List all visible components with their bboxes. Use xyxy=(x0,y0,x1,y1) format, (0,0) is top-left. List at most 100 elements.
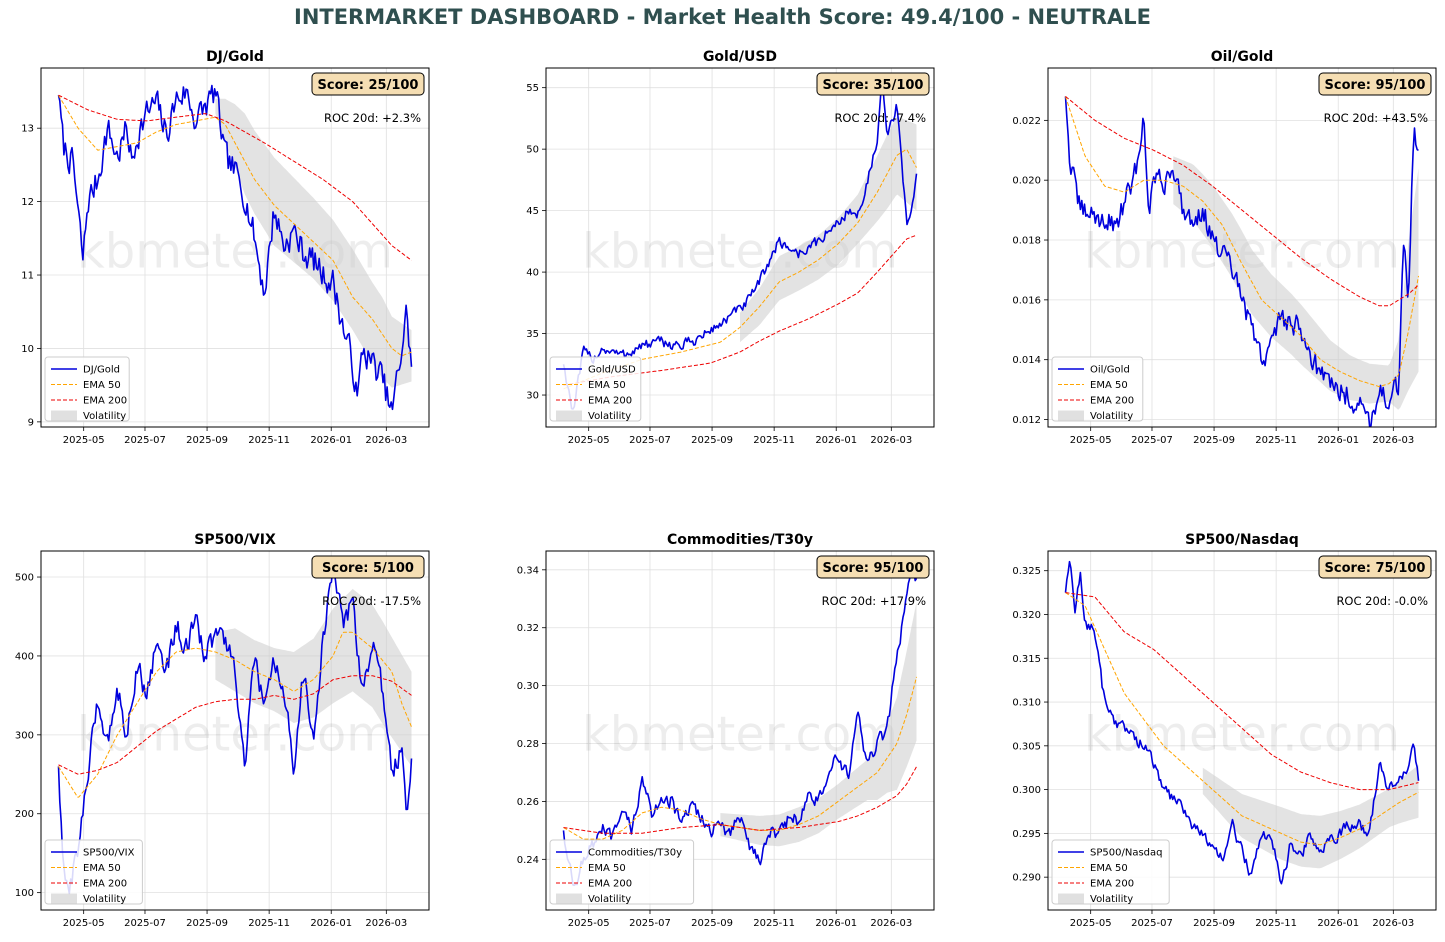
legend-volatility-swatch xyxy=(51,410,77,421)
legend-volatility-label: Volatility xyxy=(83,411,126,422)
price-line xyxy=(562,559,918,887)
legend-box xyxy=(1051,356,1144,422)
y-tick-label: 11 xyxy=(21,271,34,282)
grid xyxy=(41,551,429,910)
legend-price-label: SP500/Nasdaq xyxy=(1090,848,1162,859)
x-tick-label: 2025-05 xyxy=(1070,918,1112,929)
x-tick-label: 2025-05 xyxy=(1070,435,1112,446)
x-tick-label: 2026-03 xyxy=(870,918,912,929)
chart-title: SP500/VIX xyxy=(194,532,276,548)
y-tick-label: 55 xyxy=(526,83,539,94)
legend-volatility-label: Volatility xyxy=(588,411,631,422)
score-text: Score: 95/100 xyxy=(1325,78,1426,93)
score-badge: Score: 35/100 xyxy=(816,72,930,96)
legend-ema50-label: EMA 50 xyxy=(83,380,121,391)
axes-frame xyxy=(40,550,430,911)
x-tick-label: 2025-07 xyxy=(124,918,166,929)
price-line xyxy=(562,79,918,410)
legend-price-label: Gold/USD xyxy=(588,365,636,376)
y-tick-label: 0.315 xyxy=(1012,654,1041,665)
ema200-line xyxy=(58,94,412,261)
legend-volatility-label: Volatility xyxy=(588,894,631,905)
y-tick-label: 0.022 xyxy=(1012,116,1041,127)
chart-svg: kbmeter.com2025-052025-072025-092025-112… xyxy=(1012,49,1437,446)
y-tick-label: 0.325 xyxy=(1012,566,1041,577)
legend-volatility-label: Volatility xyxy=(1090,894,1133,905)
y-tick-label: 0.26 xyxy=(517,797,539,808)
chart-panel-3: kbmeter.com2025-052025-072025-092025-112… xyxy=(1012,49,1437,446)
x-tick-label: 2025-05 xyxy=(568,918,610,929)
x-tick-label: 2025-07 xyxy=(1131,918,1173,929)
score-badge: Score: 95/100 xyxy=(1318,72,1432,96)
y-tick-label: 0.320 xyxy=(1012,610,1041,621)
legend-ema200-label: EMA 200 xyxy=(1090,396,1134,407)
x-tick-label: 2025-07 xyxy=(124,435,166,446)
plot-area xyxy=(562,559,918,887)
x-tick-label: 2026-03 xyxy=(1372,435,1414,446)
y-tick-label: 0.018 xyxy=(1012,236,1041,247)
x-tick-label: 2025-05 xyxy=(63,435,105,446)
watermark-text: kbmeter.com xyxy=(582,707,898,763)
volatility-band xyxy=(740,116,917,343)
y-tick-label: 0.012 xyxy=(1012,415,1041,426)
score-badge: Score: 25/100 xyxy=(311,72,425,96)
y-tick-label: 400 xyxy=(15,651,34,662)
legend-ema50-label: EMA 50 xyxy=(588,380,626,391)
score-text: Score: 75/100 xyxy=(1325,561,1426,576)
chart-panel-2: kbmeter.com 2025-05 2025-07 2025-09 2025-11 2… xyxy=(526,49,935,446)
y-tick-label: 0.30 xyxy=(517,681,539,692)
legend-box xyxy=(549,839,695,905)
y-tick-label: 0.014 xyxy=(1012,355,1041,366)
legend: SP500/VIX EMA 50 EMA 200 Volatility xyxy=(44,839,143,905)
volatility-band xyxy=(1202,765,1419,869)
legend: Gold/USD EMA 50 EMA 200 Volatility xyxy=(549,356,642,422)
y-tick-label: 0.28 xyxy=(517,739,539,750)
legend-volatility-label: Volatility xyxy=(1090,411,1133,422)
x-tick-label: 2026-01 xyxy=(815,918,857,929)
legend-volatility-swatch xyxy=(51,893,77,904)
y-tick-label: 30 xyxy=(526,391,539,402)
legend: Commodities/T30y EMA 50 EMA 200 Volatility xyxy=(549,839,695,905)
legend-box xyxy=(44,356,130,422)
legend-ema50-label: EMA 50 xyxy=(1090,863,1128,874)
chart-panel-6: kbmeter.com 2025-05 2025-07 2025-09 2025-11 2… xyxy=(1012,532,1437,929)
legend-ema200-label: EMA 200 xyxy=(1090,879,1134,890)
score-text: Score: 5/100 xyxy=(322,561,414,576)
legend-ema50-label: EMA 50 xyxy=(1090,380,1128,391)
watermark-text: kbmeter.com xyxy=(1084,707,1400,763)
y-tick-label: 100 xyxy=(15,888,34,899)
y-tick-label: 500 xyxy=(15,573,34,584)
y-tick-label: 10 xyxy=(21,344,34,355)
score-badge: Score: 95/100 xyxy=(816,555,930,579)
y-tick-label: 50 xyxy=(526,145,539,156)
legend-ema200-label: EMA 200 xyxy=(588,396,632,407)
roc-text: ROC 20d: -7.4% xyxy=(834,111,926,125)
legend-volatility-swatch xyxy=(1058,410,1084,421)
x-tick-label: 2025-11 xyxy=(1255,435,1297,446)
y-tick-label: 0.300 xyxy=(1012,785,1041,796)
ema200-line xyxy=(563,234,917,386)
volatility-band xyxy=(1173,156,1419,410)
score-badge: Score: 75/100 xyxy=(1318,555,1432,579)
y-tick-label: 0.290 xyxy=(1012,873,1041,884)
axes-frame xyxy=(1047,550,1437,911)
x-tick-label: 2025-05 xyxy=(63,918,105,929)
x-tick-label: 2025-09 xyxy=(691,435,733,446)
x-tick-label: 2025-09 xyxy=(691,918,733,929)
ema50-line xyxy=(58,94,412,357)
y-tick-label: 0.016 xyxy=(1012,295,1041,306)
y-tick-label: 13 xyxy=(21,124,34,135)
ema50-line xyxy=(1065,592,1419,846)
legend-price-label: DJ/Gold xyxy=(83,365,120,376)
legend-ema50-label: EMA 50 xyxy=(588,863,626,874)
roc-text: ROC 20d: +43.5% xyxy=(1324,111,1428,125)
plot-area xyxy=(57,566,413,895)
score-text: Score: 95/100 xyxy=(823,561,924,576)
score-badge-box xyxy=(1318,72,1432,96)
roc-text: ROC 20d: +2.3% xyxy=(324,111,421,125)
chart-panel-5: kbmeter.com 2025-05 2025-07 2025-09 2025-11 2… xyxy=(517,532,935,929)
x-tick-label: 2026-03 xyxy=(365,435,407,446)
